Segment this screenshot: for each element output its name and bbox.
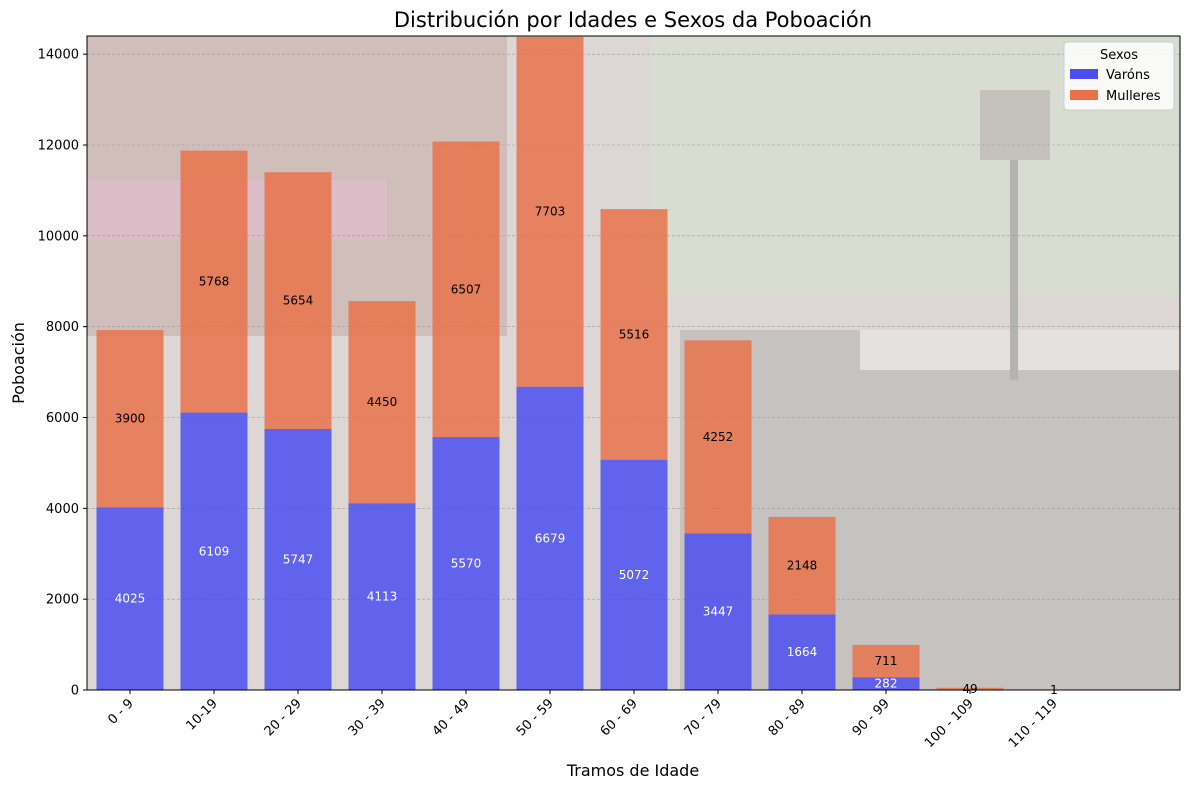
x-tick-label: 30 - 39 (346, 696, 389, 739)
bar-label-varons: 6679 (535, 531, 566, 545)
y-axis: 0 2000 4000 6000 8000 10000 12000 14000 (38, 48, 87, 699)
y-tick-label: 8000 (46, 320, 79, 335)
bar-label-mulleres: 3900 (115, 412, 146, 426)
bar-label-mulleres: 7703 (535, 205, 566, 219)
bars (96, 36, 1088, 690)
x-tick-label: 60 - 69 (598, 696, 641, 739)
bar-label-varons: 1664 (787, 645, 818, 659)
legend-swatch-varons (1070, 69, 1098, 79)
x-tick-label: 80 - 89 (766, 696, 809, 739)
bar-label-varons: 5747 (283, 552, 314, 566)
bar-varons (264, 428, 332, 690)
bar-varons (432, 437, 500, 690)
y-tick-label: 0 (71, 684, 79, 699)
bar-label-varons: 4113 (367, 590, 398, 604)
bar-mulleres (348, 301, 416, 504)
bar-mulleres (768, 516, 836, 615)
bar-varons (96, 507, 164, 690)
bar-label-mulleres: 5516 (619, 327, 650, 341)
bar-mulleres (516, 36, 584, 387)
bar-mulleres (936, 687, 1004, 690)
legend-label-varons: Varóns (1106, 68, 1150, 83)
x-tick-label: 90 - 99 (850, 696, 893, 739)
bar-mulleres (264, 172, 332, 429)
bar-mulleres (432, 141, 500, 438)
y-tick-label: 6000 (46, 411, 79, 426)
bar-varons (516, 386, 584, 690)
bar-mulleres (180, 150, 248, 413)
y-tick-label: 12000 (38, 139, 79, 154)
y-tick-label: 10000 (38, 229, 79, 244)
x-tick-label: 40 - 49 (430, 696, 473, 739)
bar-label-varons: 4025 (115, 592, 146, 606)
x-axis-label: Tramos de Idade (566, 761, 699, 780)
y-tick-label: 2000 (46, 593, 79, 608)
bar-varons (768, 614, 836, 690)
legend-swatch-mulleres (1070, 90, 1098, 100)
bar-mulleres (600, 209, 668, 460)
x-tick-label: 110 - 119 (1006, 696, 1061, 751)
bar-varons (852, 677, 920, 690)
bar-label-mulleres: 2148 (787, 559, 818, 573)
bar-label-varons: 282 (875, 677, 898, 691)
bar-label-mulleres: 5768 (199, 275, 230, 289)
y-tick-label: 4000 (46, 502, 79, 517)
bar-mulleres (96, 330, 164, 508)
bar-mulleres (684, 340, 752, 534)
y-tick-label: 14000 (38, 48, 79, 63)
bar-label-mulleres: 5654 (283, 294, 314, 308)
legend-label-mulleres: Mulleres (1106, 89, 1161, 104)
bar-varons (180, 412, 248, 690)
x-axis: 0 - 9 10-19 20 - 29 30 - 39 40 - 49 50 - 59 60… (105, 690, 1061, 751)
bar-mulleres (852, 644, 920, 678)
bar-label-varons: 3447 (703, 605, 734, 619)
x-tick-label: 100 - 109 (922, 696, 977, 751)
bar-label-mulleres: 6507 (451, 282, 482, 296)
bar-label-mulleres: 711 (875, 654, 898, 668)
bar-varons (684, 533, 752, 690)
y-axis-label: Poboación (9, 322, 28, 404)
x-tick-label: 20 - 29 (262, 696, 305, 739)
chart-title: Distribución por Idades e Sexos da Poboa… (394, 8, 872, 32)
bar-label-varons: 5570 (451, 557, 482, 571)
bar-varons (348, 503, 416, 690)
bar-label-varons: 5072 (619, 568, 650, 582)
bar-label-mulleres: 4252 (703, 430, 734, 444)
legend-title: Sexos (1100, 48, 1138, 63)
x-tick-label: 0 - 9 (105, 696, 136, 727)
bar-label-mulleres: 49 (962, 682, 977, 696)
x-tick-label: 10-19 (184, 696, 221, 733)
bar-labels: 4025 3900 6109 5768 5747 5654 4113 4450 5570 6507… (115, 205, 1058, 697)
legend: Sexos Varóns Mulleres (1063, 41, 1175, 111)
bar-varons (600, 459, 668, 690)
x-tick-label: 50 - 59 (514, 696, 557, 739)
bar-label-mulleres: 4450 (367, 395, 398, 409)
bar-label-varons: 6109 (199, 544, 230, 558)
x-tick-label: 70 - 79 (682, 696, 725, 739)
